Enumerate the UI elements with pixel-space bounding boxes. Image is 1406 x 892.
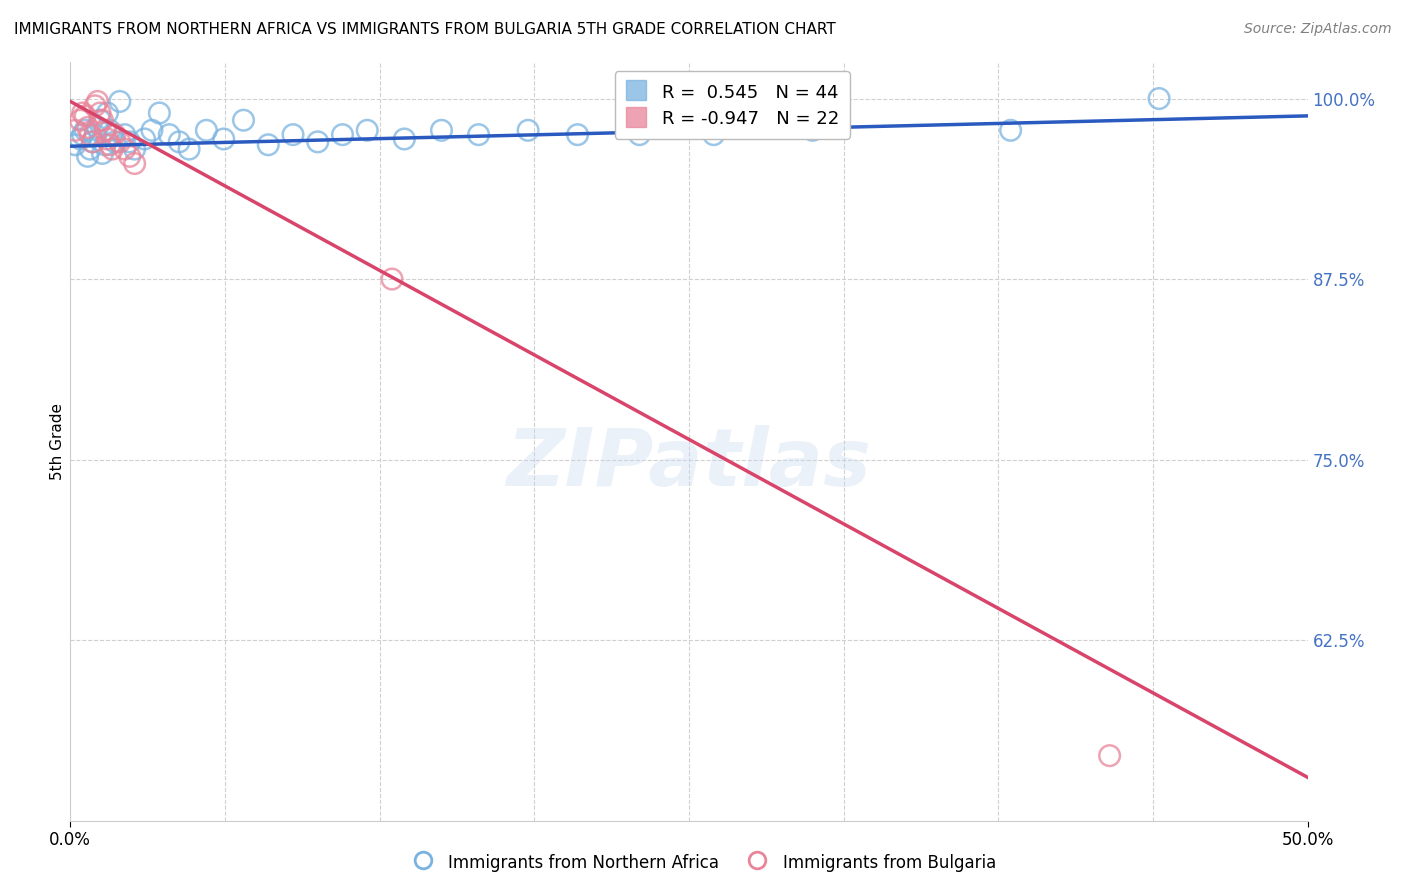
- Point: [79, 142, 101, 156]
- Point: [114, 142, 136, 156]
- Point: [72, 128, 94, 142]
- Point: [195, 123, 218, 137]
- Point: [124, 142, 146, 156]
- Point: [91, 146, 114, 161]
- Point: [98, 137, 121, 152]
- Point: [1098, 748, 1121, 763]
- Text: IMMIGRANTS FROM NORTHERN AFRICA VS IMMIGRANTS FROM BULGARIA 5TH GRADE CORRELATIO: IMMIGRANTS FROM NORTHERN AFRICA VS IMMIG…: [14, 22, 835, 37]
- Point: [628, 128, 651, 142]
- Point: [86, 95, 108, 109]
- Point: [75, 123, 97, 137]
- Point: [89, 113, 111, 128]
- Point: [1000, 123, 1022, 137]
- Point: [517, 123, 540, 137]
- Point: [82, 135, 104, 149]
- Text: ZIPatlas: ZIPatlas: [506, 425, 872, 503]
- Point: [1147, 91, 1170, 105]
- Y-axis label: 5th Grade: 5th Grade: [49, 403, 65, 480]
- Point: [65, 137, 87, 152]
- Point: [101, 128, 124, 142]
- Point: [114, 128, 136, 142]
- Point: [84, 128, 107, 142]
- Point: [86, 120, 108, 135]
- Point: [104, 128, 127, 142]
- Point: [567, 128, 589, 142]
- Point: [356, 123, 378, 137]
- Point: [212, 132, 235, 146]
- Point: [307, 135, 329, 149]
- Point: [801, 123, 824, 137]
- Point: [96, 106, 118, 120]
- Point: [108, 135, 131, 149]
- Point: [124, 156, 146, 170]
- Point: [703, 128, 725, 142]
- Point: [148, 106, 170, 120]
- Legend: Immigrants from Northern Africa, Immigrants from Bulgaria: Immigrants from Northern Africa, Immigra…: [404, 846, 1002, 880]
- Point: [84, 99, 107, 113]
- Point: [96, 132, 118, 146]
- Point: [82, 135, 104, 149]
- Legend: R =  0.545   N = 44, R = -0.947   N = 22: R = 0.545 N = 44, R = -0.947 N = 22: [614, 71, 849, 139]
- Point: [65, 123, 87, 137]
- Point: [430, 123, 453, 137]
- Point: [232, 113, 254, 128]
- Point: [394, 132, 416, 146]
- Point: [157, 128, 180, 142]
- Point: [381, 272, 404, 286]
- Point: [89, 106, 111, 120]
- Point: [98, 123, 121, 137]
- Point: [104, 135, 127, 149]
- Point: [75, 109, 97, 123]
- Point: [467, 128, 489, 142]
- Point: [101, 142, 124, 156]
- Point: [69, 113, 91, 128]
- Point: [94, 137, 117, 152]
- Point: [94, 123, 117, 137]
- Point: [134, 132, 156, 146]
- Text: Source: ZipAtlas.com: Source: ZipAtlas.com: [1244, 22, 1392, 37]
- Point: [91, 113, 114, 128]
- Point: [76, 120, 98, 135]
- Point: [257, 137, 280, 152]
- Point: [332, 128, 354, 142]
- Point: [79, 128, 101, 142]
- Point: [177, 142, 200, 156]
- Point: [72, 106, 94, 120]
- Point: [108, 95, 131, 109]
- Point: [76, 149, 98, 163]
- Point: [167, 135, 190, 149]
- Point: [118, 149, 141, 163]
- Point: [118, 135, 141, 149]
- Point: [69, 132, 91, 146]
- Point: [281, 128, 304, 142]
- Point: [141, 123, 163, 137]
